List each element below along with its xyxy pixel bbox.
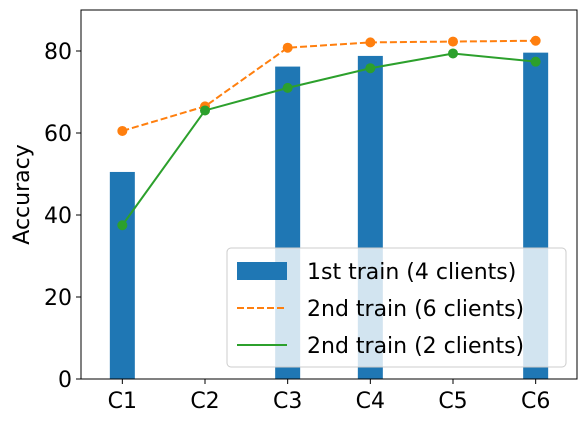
point-s1-c1 xyxy=(117,125,128,136)
bar-c1 xyxy=(109,171,135,379)
y-axis-label: Accuracy xyxy=(10,144,35,244)
x-tick-label-c6: C6 xyxy=(521,389,550,414)
point-s2-c4 xyxy=(365,63,376,74)
legend-swatch-0 xyxy=(237,262,287,280)
point-s2-c2 xyxy=(200,105,210,116)
plot-frame xyxy=(80,9,578,380)
point-s1-c3 xyxy=(282,42,293,53)
y-tick-label: 20 xyxy=(44,286,72,311)
legend: 1st train (4 clients) 2nd train (6 client… xyxy=(226,247,567,368)
y-tick-label: 0 xyxy=(58,368,72,393)
point-s2-c1 xyxy=(117,220,128,231)
series-line-1 xyxy=(122,39,536,132)
y-tick-label: 80 xyxy=(44,40,72,65)
legend-label-1: 2nd train (6 clients) xyxy=(307,297,524,322)
axes: 0 20 40 60 80 C1 C2 C3 C4 C5 C6 xyxy=(44,9,578,414)
point-s1-c5 xyxy=(448,36,458,47)
series-line-2 xyxy=(121,52,536,226)
y-tick-label: 60 xyxy=(44,122,72,147)
legend-box xyxy=(226,247,567,368)
x-tick-label-c1: C1 xyxy=(108,389,137,414)
x-tick-label-c4: C4 xyxy=(356,389,385,414)
x-tick-label-c3: C3 xyxy=(273,389,302,414)
point-s2-c3 xyxy=(282,82,293,93)
x-tick-label-c2: C2 xyxy=(190,389,219,414)
point-s1-c4 xyxy=(365,37,376,48)
point-s1-c6 xyxy=(530,35,541,46)
legend-label-2: 2nd train (2 clients) xyxy=(307,334,524,359)
y-tick-label: 40 xyxy=(44,204,72,229)
point-s2-c5 xyxy=(448,48,458,59)
x-tick-label-c5: C5 xyxy=(438,389,467,414)
point-s2-c6 xyxy=(530,56,541,67)
legend-label-0: 1st train (4 clients) xyxy=(307,260,516,285)
